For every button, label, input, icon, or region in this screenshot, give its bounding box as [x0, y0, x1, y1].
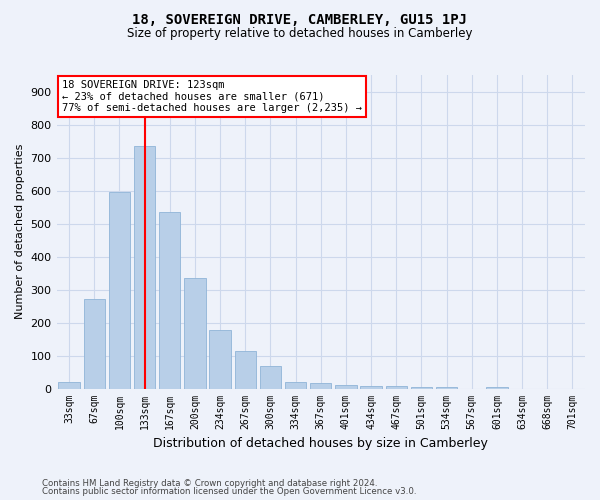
Text: 18 SOVEREIGN DRIVE: 123sqm
← 23% of detached houses are smaller (671)
77% of sem: 18 SOVEREIGN DRIVE: 123sqm ← 23% of deta…: [62, 80, 362, 113]
Text: Size of property relative to detached houses in Camberley: Size of property relative to detached ho…: [127, 28, 473, 40]
Bar: [486, 387, 508, 388]
Bar: [235, 350, 256, 389]
Bar: [209, 330, 231, 388]
Bar: [83, 300, 105, 388]
Bar: [109, 192, 130, 388]
Bar: [260, 366, 281, 388]
Bar: [411, 386, 432, 388]
Bar: [335, 386, 356, 388]
Bar: [184, 278, 206, 388]
Bar: [361, 386, 382, 388]
X-axis label: Distribution of detached houses by size in Camberley: Distribution of detached houses by size …: [154, 437, 488, 450]
Bar: [386, 386, 407, 388]
Bar: [310, 382, 331, 388]
Bar: [58, 382, 80, 388]
Text: Contains public sector information licensed under the Open Government Licence v3: Contains public sector information licen…: [42, 488, 416, 496]
Bar: [285, 382, 307, 388]
Bar: [134, 146, 155, 388]
Text: 18, SOVEREIGN DRIVE, CAMBERLEY, GU15 1PJ: 18, SOVEREIGN DRIVE, CAMBERLEY, GU15 1PJ: [133, 12, 467, 26]
Y-axis label: Number of detached properties: Number of detached properties: [15, 144, 25, 320]
Text: Contains HM Land Registry data © Crown copyright and database right 2024.: Contains HM Land Registry data © Crown c…: [42, 478, 377, 488]
Bar: [159, 212, 181, 388]
Bar: [436, 387, 457, 388]
